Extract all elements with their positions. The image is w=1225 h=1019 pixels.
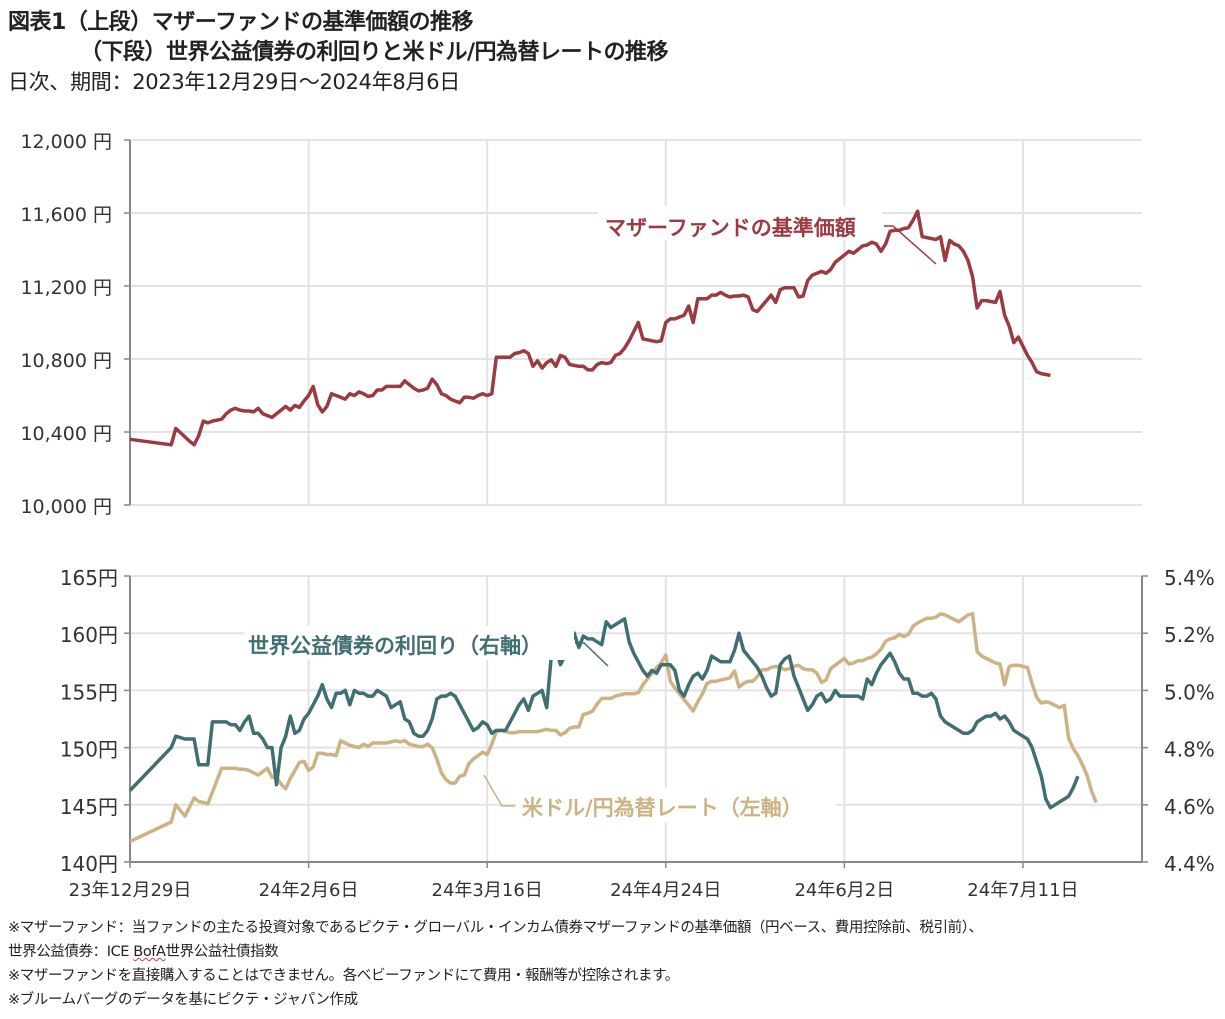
top-y-tick-label: 12,000 円 (20, 131, 112, 153)
top-y-tick-label: 10,400 円 (20, 423, 112, 445)
right-y-tick-label: 4.4% (1164, 852, 1215, 876)
footnote-2-bofa: BofA (133, 944, 166, 960)
fx-label-background (516, 788, 836, 822)
left-y-tick-label: 150円 (60, 738, 118, 762)
fx-label-leader-line (483, 774, 515, 807)
fx-series-label: 米ドル/円為替レート（左軸） (522, 796, 803, 820)
top-chart-annotation: マザーファンドの基準価額 (598, 206, 937, 265)
left-y-tick-label: 140円 (60, 852, 118, 876)
top-y-tick-label: 10,000 円 (20, 496, 112, 518)
chart-title-line2: （下段）世界公益債券の利回りと米ドル/円為替レートの推移 (80, 40, 669, 65)
yield-label-leader-line (575, 642, 609, 667)
top-chart-gridlines (130, 139, 1142, 506)
chart-canvas: 12,000 円 11,600 円 11,200 円 10,800 円 10,400 円… (20, 131, 1215, 900)
nav-series-label: マザーファンドの基準価額 (605, 216, 856, 240)
footnote-2-prefix: 世界公益債券：ICE (8, 944, 134, 960)
left-y-tick-label: 160円 (60, 623, 118, 647)
right-y-tick-label: 4.6% (1164, 795, 1215, 819)
nav-label-leader-line (884, 225, 937, 265)
footnote-2: 世界公益債券：ICE BofA世界公益社債指数 (8, 940, 983, 964)
nav-line (129, 209, 1051, 447)
right-y-tick-label: 5.2% (1164, 623, 1215, 647)
bottom-chart-annotations: 世界公益債券の利回り（右軸） 米ドル/円為替レート（左軸） (244, 626, 836, 822)
footnote-2-suffix: 世界公益社債指数 (165, 944, 279, 960)
x-tick-label: 24年4月24日 (610, 880, 721, 900)
right-y-tick-label: 5.4% (1164, 566, 1215, 590)
top-y-tick-label: 10,800 円 (20, 350, 112, 372)
x-tick-label: 24年3月16日 (432, 880, 543, 900)
chart-title-line1: 図表1（上段）マザーファンドの基準価額の推移 (8, 10, 474, 35)
footnote-4: ※ブルームバーグのデータを基にピクテ・ジャパン作成 (8, 992, 358, 1008)
footnote-3: ※マザーファンドを直接購入することはできません。各ベビーファンドにて費用・報酬等… (8, 968, 679, 984)
left-y-tick-label: 145円 (60, 795, 118, 819)
right-y-tick-label: 4.8% (1164, 738, 1215, 762)
top-chart-y-axis: 12,000 円 11,600 円 11,200 円 10,800 円 10,400 円… (20, 131, 131, 518)
top-y-tick-label: 11,600 円 (20, 204, 112, 226)
x-tick-label: 23年12月29日 (69, 880, 192, 900)
bottom-chart-series (128, 612, 1098, 843)
x-tick-label: 24年2月6日 (259, 880, 359, 900)
nav-label-background (598, 206, 882, 240)
yield-line (128, 617, 1080, 810)
left-y-tick-label: 165円 (60, 566, 118, 590)
x-tick-label: 24年6月2日 (794, 880, 894, 900)
right-y-tick-label: 5.0% (1164, 680, 1215, 704)
yield-label-background (244, 626, 574, 660)
top-chart-series (129, 209, 1051, 447)
yield-series-label: 世界公益債券の利回り（右軸） (248, 634, 542, 658)
x-tick-label: 24年7月11日 (967, 880, 1078, 900)
chart-subtitle: 日次、期間：2023年12月29日～2024年8月6日 (8, 70, 460, 94)
footnotes: ※マザーファンド：当ファンドの主たる投資対象であるピクテ・グローバル・インカム債… (8, 916, 983, 1012)
usdjpy-line (129, 612, 1098, 843)
bottom-chart-axes: 165円 160円 155円 150円 145円 140円 5.4% 5.2% 5.0% 4.8%… (60, 566, 1215, 900)
left-y-tick-label: 155円 (60, 680, 118, 704)
footnote-1: ※マザーファンド：当ファンドの主たる投資対象であるピクテ・グローバル・インカム債… (8, 920, 983, 936)
top-y-tick-label: 11,200 円 (20, 277, 112, 299)
